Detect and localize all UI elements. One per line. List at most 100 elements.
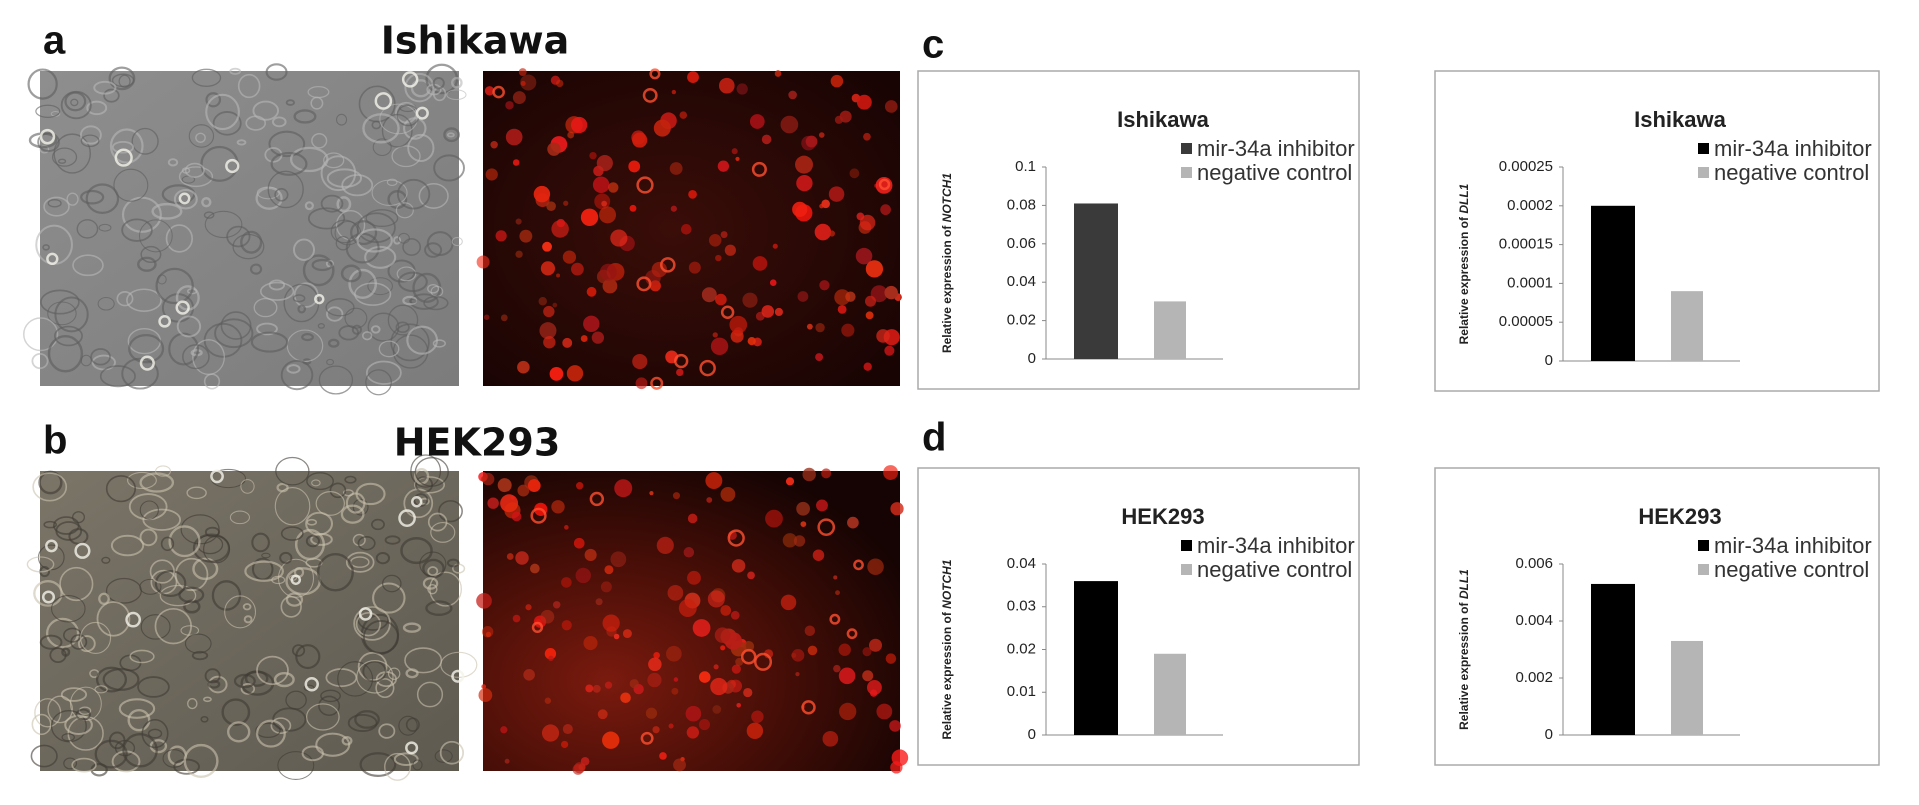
cell-shape xyxy=(397,232,410,244)
cell-spot xyxy=(485,168,498,181)
cell-shape xyxy=(154,569,187,597)
cell-shape xyxy=(365,209,399,228)
cell-spot xyxy=(544,697,552,704)
cell-shape xyxy=(47,198,62,208)
bright-cell xyxy=(674,353,689,369)
cell-spot xyxy=(712,705,722,714)
cell-spot xyxy=(541,724,560,742)
bright-cell xyxy=(415,106,429,120)
cell-shape xyxy=(252,100,280,121)
chart-frame xyxy=(917,467,1360,766)
cell-spot xyxy=(560,740,569,749)
cell-spot xyxy=(769,279,777,286)
cell-shape xyxy=(446,558,460,568)
cell-spot xyxy=(552,302,558,308)
cell-shape xyxy=(414,476,434,494)
cell-shape xyxy=(53,133,92,174)
cell-shape xyxy=(101,556,111,564)
cell-spot xyxy=(707,590,725,608)
cell-shape xyxy=(59,566,94,602)
cell-shape xyxy=(186,486,207,500)
chart-title: Ishikawa xyxy=(1634,107,1726,132)
cell-spot xyxy=(608,182,619,193)
bright-cell xyxy=(642,87,658,103)
y-axis-label: Relative expression of NOTCH1 xyxy=(940,559,954,739)
cell-spot xyxy=(548,655,554,662)
bright-cell xyxy=(225,158,240,174)
cell-spot xyxy=(515,551,529,565)
cell-shape xyxy=(350,220,378,246)
cell-shape xyxy=(192,533,231,563)
cell-shape xyxy=(85,183,120,214)
cell-spot xyxy=(505,101,514,110)
cell-spot xyxy=(859,214,876,231)
cell-shape xyxy=(61,647,71,657)
cell-shape xyxy=(367,277,393,296)
cell-shape xyxy=(395,202,414,219)
y-tick-label: 0.04 xyxy=(1007,555,1036,572)
cell-shape xyxy=(54,296,89,333)
legend-label: mir-34a inhibitor xyxy=(1714,136,1872,161)
panel-label: a xyxy=(43,19,66,63)
cell-spot xyxy=(540,261,556,276)
bright-cell xyxy=(589,491,605,507)
cell-spot xyxy=(564,525,569,530)
cell-spot xyxy=(519,229,533,243)
cell-shape xyxy=(200,716,209,723)
cell-shape xyxy=(249,263,263,275)
cell-spot xyxy=(604,681,613,689)
bright-cell xyxy=(649,68,661,80)
cell-shape xyxy=(191,650,209,661)
bright-cell xyxy=(41,590,56,604)
cell-spot xyxy=(828,230,836,237)
cell-spot xyxy=(512,91,526,105)
bar xyxy=(1591,205,1635,361)
bright-cell xyxy=(801,700,816,715)
cell-shape xyxy=(390,323,430,362)
cell-shape xyxy=(255,186,283,210)
cell-spot xyxy=(720,645,726,651)
cell-shape xyxy=(94,739,128,769)
cell-shape xyxy=(327,338,340,348)
cell-shape xyxy=(434,749,453,763)
cell-spot xyxy=(791,649,805,662)
cell-spot xyxy=(520,74,537,91)
cell-spot xyxy=(763,649,774,659)
bright-cell xyxy=(492,85,505,99)
cell-shape xyxy=(105,475,137,503)
cell-shape xyxy=(93,80,117,95)
cell-shape xyxy=(418,182,449,209)
cell-spot xyxy=(562,337,573,348)
y-label-text: Relative expression of xyxy=(940,611,954,739)
cell-spot xyxy=(571,262,584,276)
cell-shape xyxy=(451,236,463,247)
bright-cell xyxy=(304,677,319,692)
cell-spot xyxy=(599,206,617,224)
y-tick-label: 0.1 xyxy=(1015,158,1036,175)
cell-shape xyxy=(126,288,162,312)
bright-cell xyxy=(636,276,652,292)
cell-spot xyxy=(583,635,598,651)
cell-spot xyxy=(812,549,825,561)
cell-shape xyxy=(240,683,256,695)
cell-spot xyxy=(714,627,731,643)
cell-spot xyxy=(731,664,741,674)
cell-spot xyxy=(736,702,741,708)
cell-spot xyxy=(687,570,701,585)
cell-shape xyxy=(94,685,108,694)
y-label-text: Relative expression of xyxy=(1457,601,1471,729)
cell-shape xyxy=(433,154,465,182)
cell-spot xyxy=(586,286,597,297)
cell-spot xyxy=(481,626,494,638)
cell-shape xyxy=(372,138,392,157)
cell-spot xyxy=(774,307,783,317)
y-tick-label: 0.0002 xyxy=(1507,197,1553,214)
cell-shape xyxy=(168,525,201,558)
cell-shape xyxy=(165,224,194,253)
cell-spot xyxy=(620,692,631,704)
cell-shape xyxy=(422,577,439,590)
cell-shape xyxy=(178,586,205,604)
cell-spot xyxy=(780,594,797,611)
cell-spot xyxy=(506,553,514,560)
cell-shape xyxy=(371,120,382,130)
